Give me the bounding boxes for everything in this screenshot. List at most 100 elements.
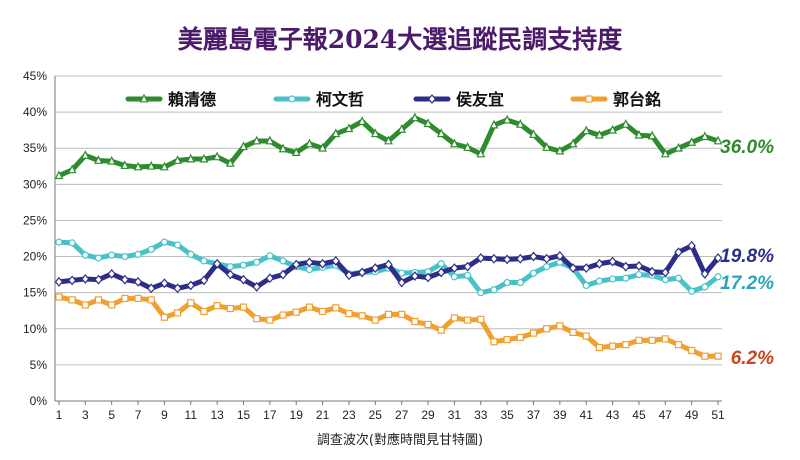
data-point [595,343,604,352]
x-tick-label: 23 [342,408,356,422]
data-point [147,245,155,253]
data-point [331,255,340,266]
data-point [660,148,670,158]
legend-label: 郭台銘 [613,90,661,109]
data-point [318,142,327,152]
data-point [608,342,617,350]
x-tick-label: 15 [237,408,251,422]
data-point [266,252,274,260]
data-point [410,271,420,281]
x-tick-label: 25 [369,408,383,422]
data-point [160,313,169,321]
data-point [411,317,419,326]
data-point [187,299,195,307]
data-point [94,155,103,164]
data-point [265,135,275,145]
data-point [661,267,670,278]
data-point [674,247,683,258]
data-point [186,280,195,291]
legend-item: 郭台銘 [570,90,661,109]
data-point [647,266,657,277]
data-point [305,265,314,274]
data-point [147,283,156,294]
y-tick-label: 10% [23,322,47,336]
data-point [239,274,248,285]
data-point [581,125,591,135]
data-point [107,268,116,279]
data-point [67,164,77,174]
data-point [120,160,130,169]
data-point [674,274,683,282]
data-point [516,253,525,264]
x-tick-label: 39 [553,408,567,422]
data-point [67,275,77,286]
legend: 賴清德 柯文哲 侯友宜 郭台銘 [125,90,661,109]
data-point [173,283,182,294]
data-point [344,123,354,133]
y-tick-label: 0% [30,394,48,408]
data-point [701,283,709,291]
data-point [568,138,578,148]
data-point [555,250,565,261]
data-point [121,252,129,261]
x-axis: 1 3 5 7 9 11 13 15 17 19 21 23 25 27 29 31 33 35 37 39 41 43 4… [56,401,725,422]
data-point [253,315,261,323]
legend-marker [288,95,296,103]
data-point [674,142,683,152]
x-tick-label: 9 [161,408,168,422]
chart-title: 美麗島電子報2024大選追蹤民調支持度 [178,25,623,54]
data-point [595,277,604,285]
data-point [226,269,235,280]
x-tick-label: 49 [685,408,699,422]
data-point [357,267,367,278]
legend-marker [427,94,437,104]
data-point [502,254,512,265]
legend-item: 賴清德 [125,90,216,109]
data-point [608,275,617,283]
data-point [292,259,301,270]
data-point [108,251,116,259]
data-point [371,316,379,324]
data-point [648,336,656,344]
data-point [253,258,261,266]
data-point [515,119,525,128]
data-point [476,253,485,263]
data-point [635,271,643,279]
data-point [279,257,287,265]
data-point [305,303,314,311]
data-point [688,287,696,295]
data-point [543,325,551,333]
data-point [160,161,169,171]
data-point [384,135,393,145]
data-point [437,260,445,268]
data-point [582,263,591,274]
data-point [292,308,300,316]
data-point [81,274,90,284]
end-value-label: 19.8% [720,246,774,267]
y-tick-label: 45% [23,69,47,83]
data-point [529,329,538,337]
data-point [634,129,644,139]
data-point [529,251,538,262]
data-point [279,311,287,319]
x-tick-label: 45 [632,408,646,422]
data-point [344,270,354,281]
y-tick-label: 40% [23,105,47,119]
data-point [357,116,367,125]
data-point [134,294,142,303]
data-point [305,257,314,268]
y-tick-label: 20% [23,250,47,264]
data-point [647,130,657,140]
end-value-label: 6.2% [731,348,774,369]
data-point [398,269,406,277]
data-point [516,333,524,342]
data-point [397,277,406,288]
x-tick-label: 7 [135,408,142,422]
data-point [477,289,485,297]
data-point [54,276,64,287]
data-point [94,296,103,304]
data-point [331,128,341,138]
data-point [543,263,551,271]
data-point [477,315,485,323]
